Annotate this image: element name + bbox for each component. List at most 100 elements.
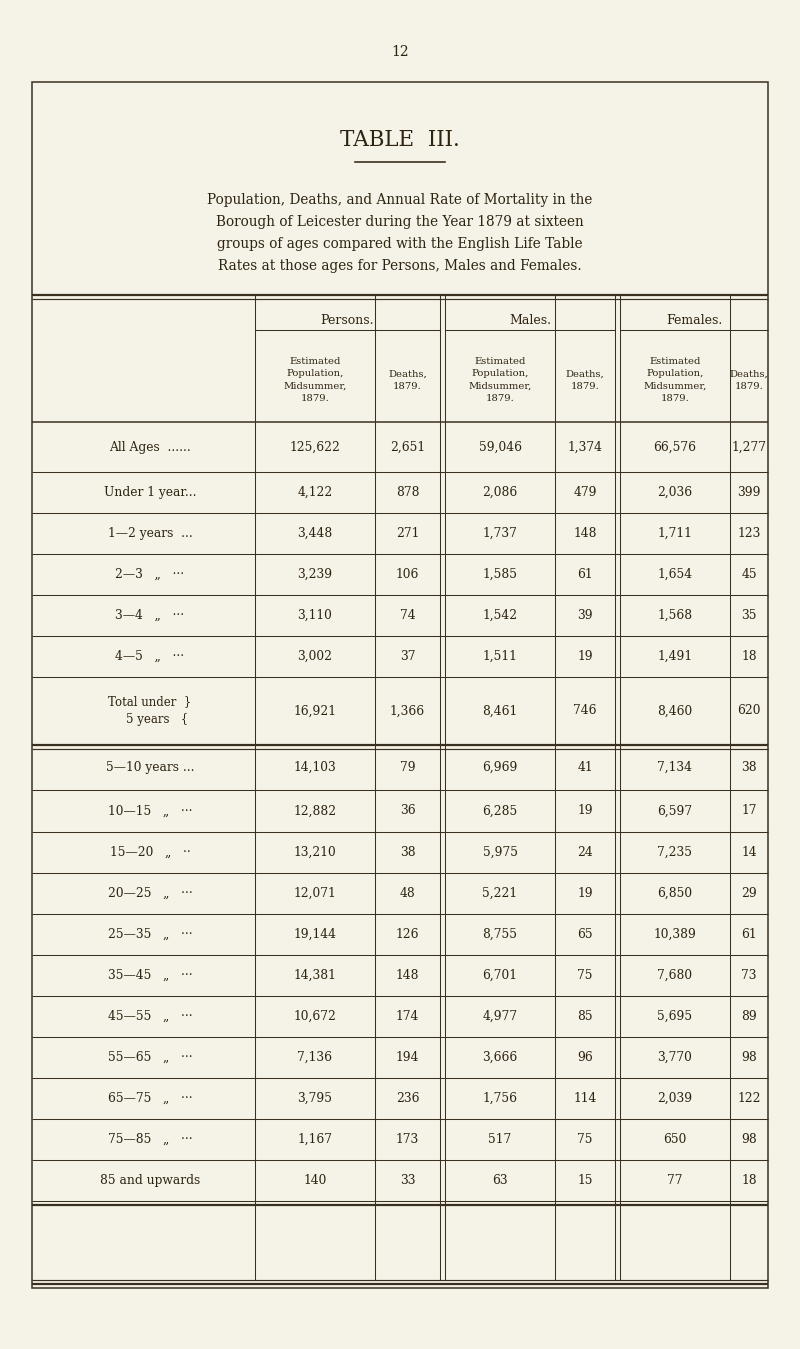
Text: 59,046: 59,046	[478, 441, 522, 453]
Text: 7,235: 7,235	[658, 846, 693, 859]
Text: 89: 89	[741, 1010, 757, 1023]
Text: 61: 61	[741, 928, 757, 942]
Text: 8,460: 8,460	[658, 704, 693, 718]
Text: 2,086: 2,086	[482, 486, 518, 499]
Text: Deaths,
1879.: Deaths, 1879.	[566, 370, 604, 391]
Text: 19: 19	[577, 888, 593, 900]
Text: 271: 271	[396, 527, 419, 540]
Text: 10,672: 10,672	[294, 1010, 337, 1023]
Text: 98: 98	[741, 1133, 757, 1147]
Text: 106: 106	[396, 568, 419, 581]
Text: 12: 12	[391, 45, 409, 59]
Text: Persons.: Persons.	[321, 314, 374, 328]
Text: 3,795: 3,795	[298, 1091, 333, 1105]
Text: 4,977: 4,977	[482, 1010, 518, 1023]
Text: 25—35   „   ···: 25—35 „ ···	[108, 928, 192, 942]
Text: 75: 75	[578, 1133, 593, 1147]
Text: 650: 650	[663, 1133, 686, 1147]
Text: 33: 33	[400, 1174, 415, 1187]
Text: 29: 29	[741, 888, 757, 900]
Text: Males.: Males.	[509, 314, 551, 328]
Text: Estimated
Population,
Midsummer,
1879.: Estimated Population, Midsummer, 1879.	[468, 356, 532, 403]
Text: 3,239: 3,239	[298, 568, 333, 581]
Text: 517: 517	[488, 1133, 512, 1147]
Text: 38: 38	[400, 846, 415, 859]
Text: 1,756: 1,756	[482, 1091, 518, 1105]
Text: 19: 19	[577, 804, 593, 817]
Text: 123: 123	[738, 527, 761, 540]
Text: 2,039: 2,039	[658, 1091, 693, 1105]
Text: Population, Deaths, and Annual Rate of Mortality in the: Population, Deaths, and Annual Rate of M…	[207, 193, 593, 206]
Text: 6,285: 6,285	[482, 804, 518, 817]
Text: 85 and upwards: 85 and upwards	[100, 1174, 200, 1187]
Text: 15—20   „   ··: 15—20 „ ··	[110, 846, 190, 859]
Text: 1,737: 1,737	[482, 527, 518, 540]
Text: 6,597: 6,597	[658, 804, 693, 817]
Text: 75—85   „   ···: 75—85 „ ···	[108, 1133, 192, 1147]
Text: 13,210: 13,210	[294, 846, 336, 859]
Text: 479: 479	[574, 486, 597, 499]
Text: 14,103: 14,103	[294, 761, 336, 774]
Text: 75: 75	[578, 969, 593, 982]
Text: 17: 17	[742, 804, 757, 817]
Text: 19,144: 19,144	[294, 928, 337, 942]
Text: 174: 174	[396, 1010, 419, 1023]
Text: 3,666: 3,666	[482, 1051, 518, 1064]
Text: 7,680: 7,680	[658, 969, 693, 982]
Text: 8,461: 8,461	[482, 704, 518, 718]
Text: 6,701: 6,701	[482, 969, 518, 982]
Text: 45—55   „   ···: 45—55 „ ···	[108, 1010, 192, 1023]
Text: 55—65   „   ···: 55—65 „ ···	[108, 1051, 192, 1064]
Text: 4,122: 4,122	[298, 486, 333, 499]
Text: 620: 620	[738, 704, 761, 718]
Text: 3,110: 3,110	[298, 608, 333, 622]
Text: 85: 85	[577, 1010, 593, 1023]
Text: 1,277: 1,277	[731, 441, 766, 453]
Text: 1,585: 1,585	[482, 568, 518, 581]
Text: 399: 399	[738, 486, 761, 499]
Text: 114: 114	[574, 1091, 597, 1105]
Text: 122: 122	[738, 1091, 761, 1105]
Text: 63: 63	[492, 1174, 508, 1187]
Text: 1,167: 1,167	[298, 1133, 333, 1147]
Text: 36: 36	[400, 804, 415, 817]
Bar	[32, 82, 768, 1288]
Text: 878: 878	[396, 486, 419, 499]
Text: TABLE  III.: TABLE III.	[340, 130, 460, 151]
Text: 5,221: 5,221	[482, 888, 518, 900]
Text: 73: 73	[742, 969, 757, 982]
Text: 2,651: 2,651	[390, 441, 425, 453]
Text: 7,134: 7,134	[658, 761, 693, 774]
Text: 39: 39	[577, 608, 593, 622]
Text: 4—5   „   ···: 4—5 „ ···	[115, 650, 185, 662]
Text: 1,366: 1,366	[390, 704, 425, 718]
Text: 3,770: 3,770	[658, 1051, 693, 1064]
Text: 18: 18	[741, 650, 757, 662]
Text: Estimated
Population,
Midsummer,
1879.: Estimated Population, Midsummer, 1879.	[283, 356, 346, 403]
Text: 65—75   „   ···: 65—75 „ ···	[108, 1091, 192, 1105]
Text: 48: 48	[400, 888, 415, 900]
Text: Rates at those ages for Persons, Males and Females.: Rates at those ages for Persons, Males a…	[218, 259, 582, 272]
Text: Deaths,
1879.: Deaths, 1879.	[730, 370, 768, 391]
Text: Under 1 year...: Under 1 year...	[104, 486, 196, 499]
Text: 45: 45	[741, 568, 757, 581]
Text: 65: 65	[577, 928, 593, 942]
Text: 5 years   {: 5 years {	[111, 714, 189, 727]
Text: 35—45   „   ···: 35—45 „ ···	[108, 969, 192, 982]
Text: 18: 18	[741, 1174, 757, 1187]
Text: Deaths,
1879.: Deaths, 1879.	[388, 370, 427, 391]
Text: 12,882: 12,882	[294, 804, 337, 817]
Text: 61: 61	[577, 568, 593, 581]
Text: 3,002: 3,002	[298, 650, 333, 662]
Text: 66,576: 66,576	[654, 441, 697, 453]
Text: 1,511: 1,511	[482, 650, 518, 662]
Text: 746: 746	[574, 704, 597, 718]
Text: 10,389: 10,389	[654, 928, 697, 942]
Text: 1,374: 1,374	[567, 441, 602, 453]
Text: 37: 37	[400, 650, 415, 662]
Text: 3,448: 3,448	[298, 527, 333, 540]
Text: 35: 35	[742, 608, 757, 622]
Text: 5,695: 5,695	[658, 1010, 693, 1023]
Text: 12,071: 12,071	[294, 888, 336, 900]
Text: Borough of Leicester during the Year 1879 at sixteen: Borough of Leicester during the Year 187…	[216, 214, 584, 229]
